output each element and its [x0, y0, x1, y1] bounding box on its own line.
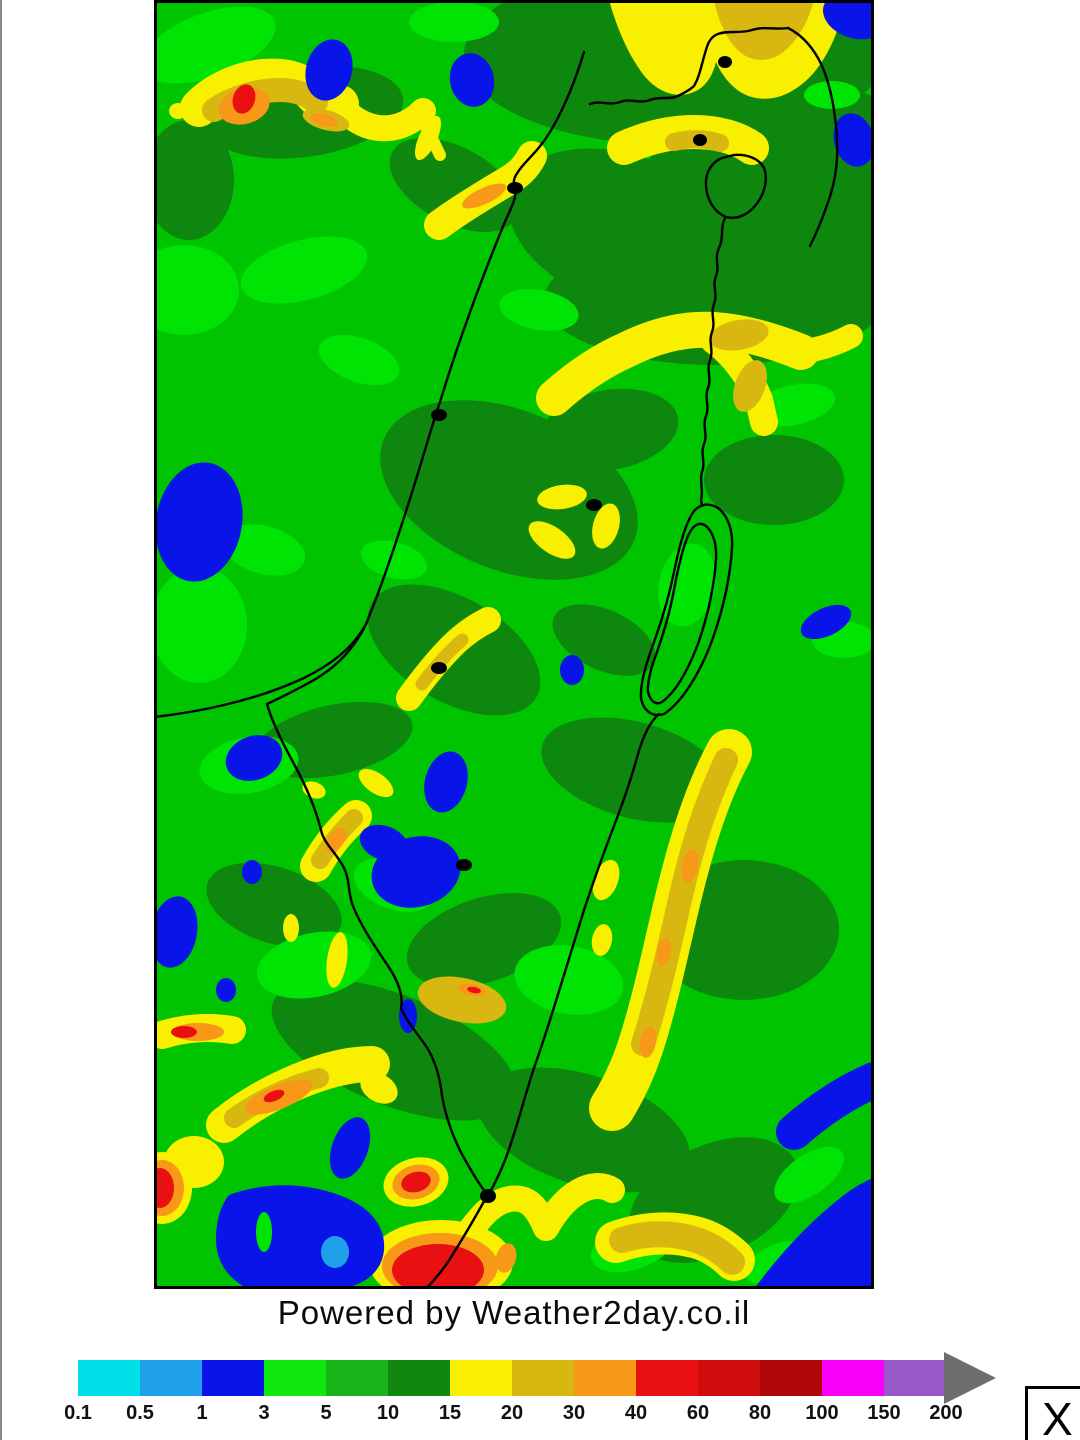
legend-label-200: 200 — [929, 1402, 963, 1424]
legend-cell-15 — [450, 1360, 512, 1396]
legend-label-20: 20 — [500, 1402, 524, 1424]
legend-label-0.5: 0.5 — [126, 1402, 154, 1424]
city-dot-haifa — [507, 182, 523, 194]
legend-label-80: 80 — [748, 1402, 772, 1424]
legend-cell-100 — [822, 1360, 884, 1396]
coastline — [154, 50, 586, 719]
legend-cell-3 — [264, 1360, 326, 1396]
city-markers — [431, 56, 732, 1203]
window-edge-line — [0, 0, 2, 1440]
city-dot-north-1 — [718, 56, 732, 68]
legend-arrow-icon — [944, 1352, 996, 1404]
legend-label-60: 60 — [686, 1402, 710, 1424]
border-syria — [786, 26, 839, 248]
precipitation-legend: 0.1 0.5 1 3 5 10 15 20 30 40 60 80 100 150 200 — [0, 1352, 1080, 1440]
close-button[interactable]: X — [1025, 1386, 1080, 1440]
precipitation-map-canvas — [154, 0, 874, 1289]
legend-label-10: 10 — [376, 1402, 400, 1424]
legend-cell-30 — [574, 1360, 636, 1396]
border-egypt — [265, 620, 489, 1196]
legend-cell-60 — [698, 1360, 760, 1396]
city-dot-jerusalem — [586, 499, 602, 511]
city-dot-eilat — [480, 1189, 496, 1203]
city-dot-beersheva — [456, 859, 472, 871]
attribution-text: Powered by Weather2day.co.il — [277, 1294, 751, 1331]
legend-label-1: 1 — [196, 1402, 208, 1424]
legend-label-5: 5 — [320, 1402, 332, 1424]
legend-cell-150 — [884, 1360, 946, 1396]
legend-colorbar — [78, 1360, 946, 1396]
city-dot-telaviv — [431, 409, 447, 421]
legend-label-100: 100 — [805, 1402, 839, 1424]
map-frame — [154, 0, 874, 1289]
legend-cell-40 — [636, 1360, 698, 1396]
legend-cell-1 — [202, 1360, 264, 1396]
legend-cell-10 — [388, 1360, 450, 1396]
dead-sea-outer — [639, 503, 734, 717]
legend-label-30: 30 — [562, 1402, 586, 1424]
gulf-of-aqaba-coast — [424, 1194, 489, 1289]
legend-label-15: 15 — [438, 1402, 462, 1424]
city-dot-north-2 — [693, 134, 707, 146]
jordan-river — [699, 216, 727, 508]
dead-sea-inner — [646, 522, 718, 705]
contour-cyan-core — [321, 1236, 349, 1268]
sea-of-galilee-outline — [704, 153, 767, 219]
border-jordan-south — [486, 712, 661, 1198]
city-dot-south-1 — [431, 662, 447, 674]
legend-cell-20 — [512, 1360, 574, 1396]
legend-label-3: 3 — [258, 1402, 270, 1424]
legend-label-150: 150 — [867, 1402, 901, 1424]
legend-label-0.1: 0.1 — [64, 1402, 92, 1424]
contour-red-layer — [154, 84, 484, 1289]
boundary-lines — [154, 26, 839, 1289]
legend-cell-80 — [760, 1360, 822, 1396]
legend-label-40: 40 — [624, 1402, 648, 1424]
legend-cell-0.5 — [140, 1360, 202, 1396]
contour-green-hole — [256, 1212, 272, 1252]
precipitation-map[interactable] — [154, 0, 874, 1289]
legend-cell-5 — [326, 1360, 388, 1396]
legend-cell-0.1 — [78, 1360, 140, 1396]
border-lebanon — [588, 26, 790, 106]
